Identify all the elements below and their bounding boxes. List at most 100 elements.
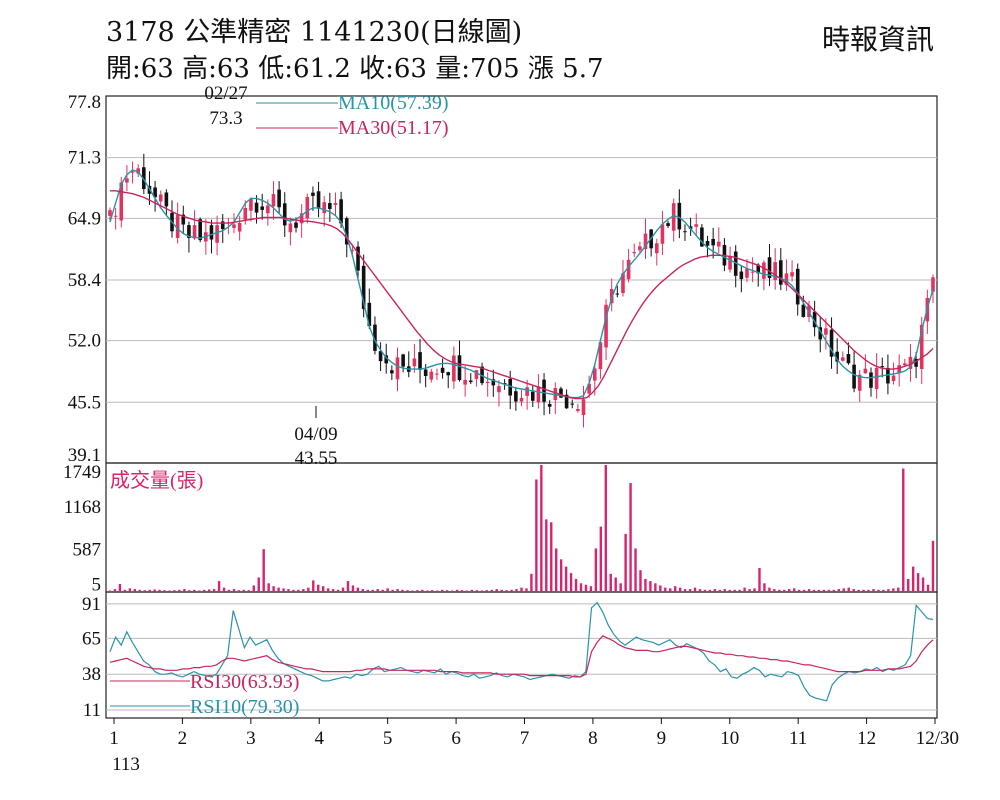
volume-bar bbox=[198, 590, 201, 592]
volume-bar bbox=[579, 583, 583, 592]
volume-bar bbox=[892, 588, 895, 592]
volume-bar bbox=[321, 586, 325, 592]
volume-bar bbox=[500, 589, 503, 592]
volume-bar bbox=[629, 483, 632, 592]
month-tick-label: 8 bbox=[588, 728, 598, 749]
rsi-panel: 91 65 38 11 RSI30(63.93) RSI10(79.30) bbox=[82, 594, 937, 721]
volume-bar bbox=[163, 590, 166, 592]
candle-body bbox=[683, 231, 687, 233]
volume-bar bbox=[113, 589, 117, 592]
volume-bar bbox=[366, 589, 370, 592]
volume-bar bbox=[326, 588, 330, 592]
candle-body bbox=[812, 311, 817, 328]
candle-body bbox=[474, 370, 479, 379]
candle-body bbox=[801, 304, 806, 317]
candle-body bbox=[587, 383, 591, 394]
volume-bar bbox=[450, 590, 454, 592]
volume-bar bbox=[277, 587, 280, 592]
candle-body bbox=[305, 197, 310, 219]
volume-bar bbox=[440, 589, 444, 592]
candle-body bbox=[316, 191, 321, 209]
volume-bar bbox=[262, 549, 265, 592]
candle-body bbox=[491, 379, 496, 386]
candle-body bbox=[886, 367, 890, 384]
candle-body bbox=[570, 403, 575, 405]
candle-body bbox=[452, 355, 456, 382]
month-tick-label: 12/30 bbox=[916, 728, 959, 749]
chart-title: 3178 公準精密 1141230(日線圖) bbox=[106, 17, 523, 48]
candle-body bbox=[446, 372, 451, 376]
legend-rsi10-label: RSI10(79.30) bbox=[190, 696, 299, 718]
candle-body bbox=[694, 224, 699, 227]
candle-body bbox=[361, 265, 366, 309]
volume-bar bbox=[872, 589, 875, 592]
volume-bar bbox=[902, 468, 905, 592]
volume-bar bbox=[911, 566, 915, 592]
candle-body bbox=[835, 351, 839, 362]
volume-bar bbox=[108, 590, 112, 592]
volume-bar bbox=[272, 586, 275, 592]
candle-body bbox=[660, 224, 665, 244]
candle-body bbox=[108, 210, 112, 216]
candle-body bbox=[418, 352, 422, 370]
volume-bar bbox=[748, 589, 751, 592]
candle-body bbox=[508, 378, 513, 396]
candle-body bbox=[164, 192, 169, 207]
volume-bar bbox=[882, 589, 885, 592]
gridlines bbox=[106, 157, 937, 403]
volume-bar bbox=[222, 587, 226, 592]
volume-bar bbox=[510, 589, 513, 592]
candle-body bbox=[576, 409, 580, 411]
year-label: 113 bbox=[112, 754, 140, 775]
candle-body bbox=[638, 246, 642, 251]
candle-body bbox=[181, 214, 186, 225]
volume-bar bbox=[475, 590, 479, 592]
candle-body bbox=[931, 277, 935, 292]
candle-body bbox=[874, 367, 879, 390]
volume-bar bbox=[842, 588, 845, 592]
rsi10-line bbox=[109, 601, 934, 702]
volume-bar bbox=[713, 589, 717, 592]
candle-body bbox=[125, 178, 129, 183]
candle-body bbox=[711, 238, 715, 246]
volume-bar bbox=[282, 588, 285, 592]
volume-bar bbox=[559, 559, 563, 592]
volume-bar bbox=[168, 590, 171, 592]
volume-bar bbox=[931, 540, 935, 592]
volume-bar bbox=[564, 566, 568, 592]
volume-bar bbox=[505, 590, 508, 592]
volume-bar bbox=[495, 589, 498, 592]
volume-bar bbox=[867, 589, 870, 592]
candle-body bbox=[530, 391, 535, 401]
candle-body bbox=[260, 206, 264, 210]
candle-body bbox=[333, 203, 338, 206]
candle-body bbox=[497, 386, 501, 393]
price-tick-label: 64.9 bbox=[68, 208, 101, 229]
volume-bar bbox=[217, 581, 221, 592]
volume-bar bbox=[837, 589, 841, 592]
volume-tick-label: 587 bbox=[73, 539, 102, 560]
volume-bar bbox=[267, 583, 270, 592]
candle-body bbox=[654, 243, 659, 254]
candle-body bbox=[401, 354, 405, 367]
volume-bar bbox=[247, 590, 251, 592]
candle-body bbox=[829, 329, 834, 357]
volume-bar bbox=[188, 590, 191, 592]
volume-bar bbox=[753, 588, 756, 592]
candle-body bbox=[130, 171, 135, 173]
volume-bar bbox=[768, 587, 771, 592]
volume-bar bbox=[436, 590, 439, 592]
volume-bar bbox=[480, 590, 484, 592]
candle-body bbox=[390, 370, 394, 374]
volume-bar bbox=[307, 587, 310, 592]
volume-bar bbox=[465, 590, 469, 592]
volume-bar bbox=[148, 589, 151, 592]
volume-bar bbox=[312, 580, 315, 592]
candle-body bbox=[192, 225, 197, 239]
volume-bar bbox=[490, 589, 493, 592]
candle-body bbox=[897, 365, 901, 373]
volume-bar bbox=[678, 587, 682, 592]
candle-body bbox=[750, 271, 755, 273]
volume-bar bbox=[792, 588, 796, 592]
volume-bar bbox=[664, 587, 667, 592]
